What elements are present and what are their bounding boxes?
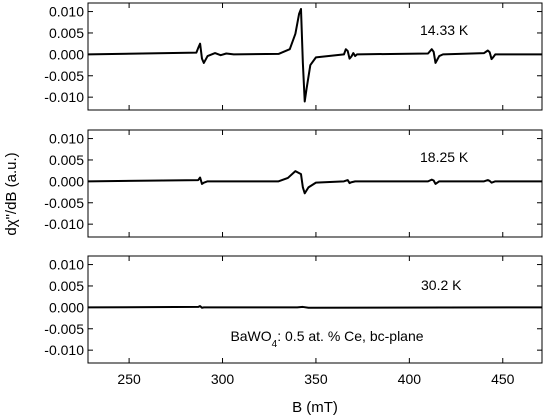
y-tick-label: 0.005 [49, 25, 84, 41]
panel-temperature-label: 30.2 K [421, 277, 462, 293]
x-tick-label: 450 [491, 371, 515, 387]
y-tick-label: 0.010 [49, 4, 84, 20]
y-tick-label: -0.010 [44, 89, 84, 105]
x-tick-label: 350 [304, 371, 328, 387]
y-tick-label: 0.005 [49, 278, 84, 294]
panel-temperature-label: 14.33 K [420, 22, 469, 38]
series-line [87, 305, 543, 309]
y-tick-label: 0.000 [49, 46, 84, 62]
y-tick-label: 0.000 [49, 173, 84, 189]
y-tick-label: 0.005 [49, 152, 84, 168]
panel-1: 0.010 0.005 0.000 -0.005 -0.010 14.33 K [44, 2, 543, 111]
y-tick-label: -0.005 [44, 195, 84, 211]
annotation-subscript: 4 [272, 339, 278, 350]
sample-annotation: BaWO4: 0.5 at. % Ce, bc-plane [230, 328, 423, 350]
series-line [87, 7, 542, 103]
panel-temperature-label: 18.25 K [420, 149, 469, 165]
x-axis-title: B (mT) [292, 399, 338, 416]
x-tick-label: 400 [398, 371, 422, 387]
y-tick-label: -0.010 [44, 216, 84, 232]
panel-frame [87, 129, 543, 238]
y-axis-title: dχ"/dB (a.u.) [3, 152, 20, 235]
annotation-main: BaWO [230, 328, 271, 344]
y-tick-label: -0.005 [44, 68, 84, 84]
x-tick-labels: 250 300 350 400 450 [117, 371, 514, 387]
panel-frame [87, 2, 543, 111]
y-tick-label: -0.005 [44, 321, 84, 337]
panel-3: 0.010 0.005 0.000 -0.005 -0.010 30.2 K [44, 255, 543, 364]
y-axis-title-base: dχ [3, 219, 20, 235]
annotation-rest: : 0.5 at. % Ce, bc-plane [277, 328, 424, 344]
y-tick-label: 0.010 [49, 131, 84, 147]
series-line [87, 170, 542, 195]
y-tick-label: 0.000 [49, 299, 84, 315]
panel-frame [87, 255, 543, 364]
panel-2: 0.010 0.005 0.000 -0.005 -0.010 18.25 K [44, 129, 543, 238]
x-tick-label: 250 [117, 371, 141, 387]
x-tick-label: 300 [211, 371, 235, 387]
y-tick-label: 0.010 [49, 257, 84, 273]
y-axis-title-rest: "/dB (a.u.) [3, 152, 20, 219]
y-tick-label: -0.010 [44, 342, 84, 358]
